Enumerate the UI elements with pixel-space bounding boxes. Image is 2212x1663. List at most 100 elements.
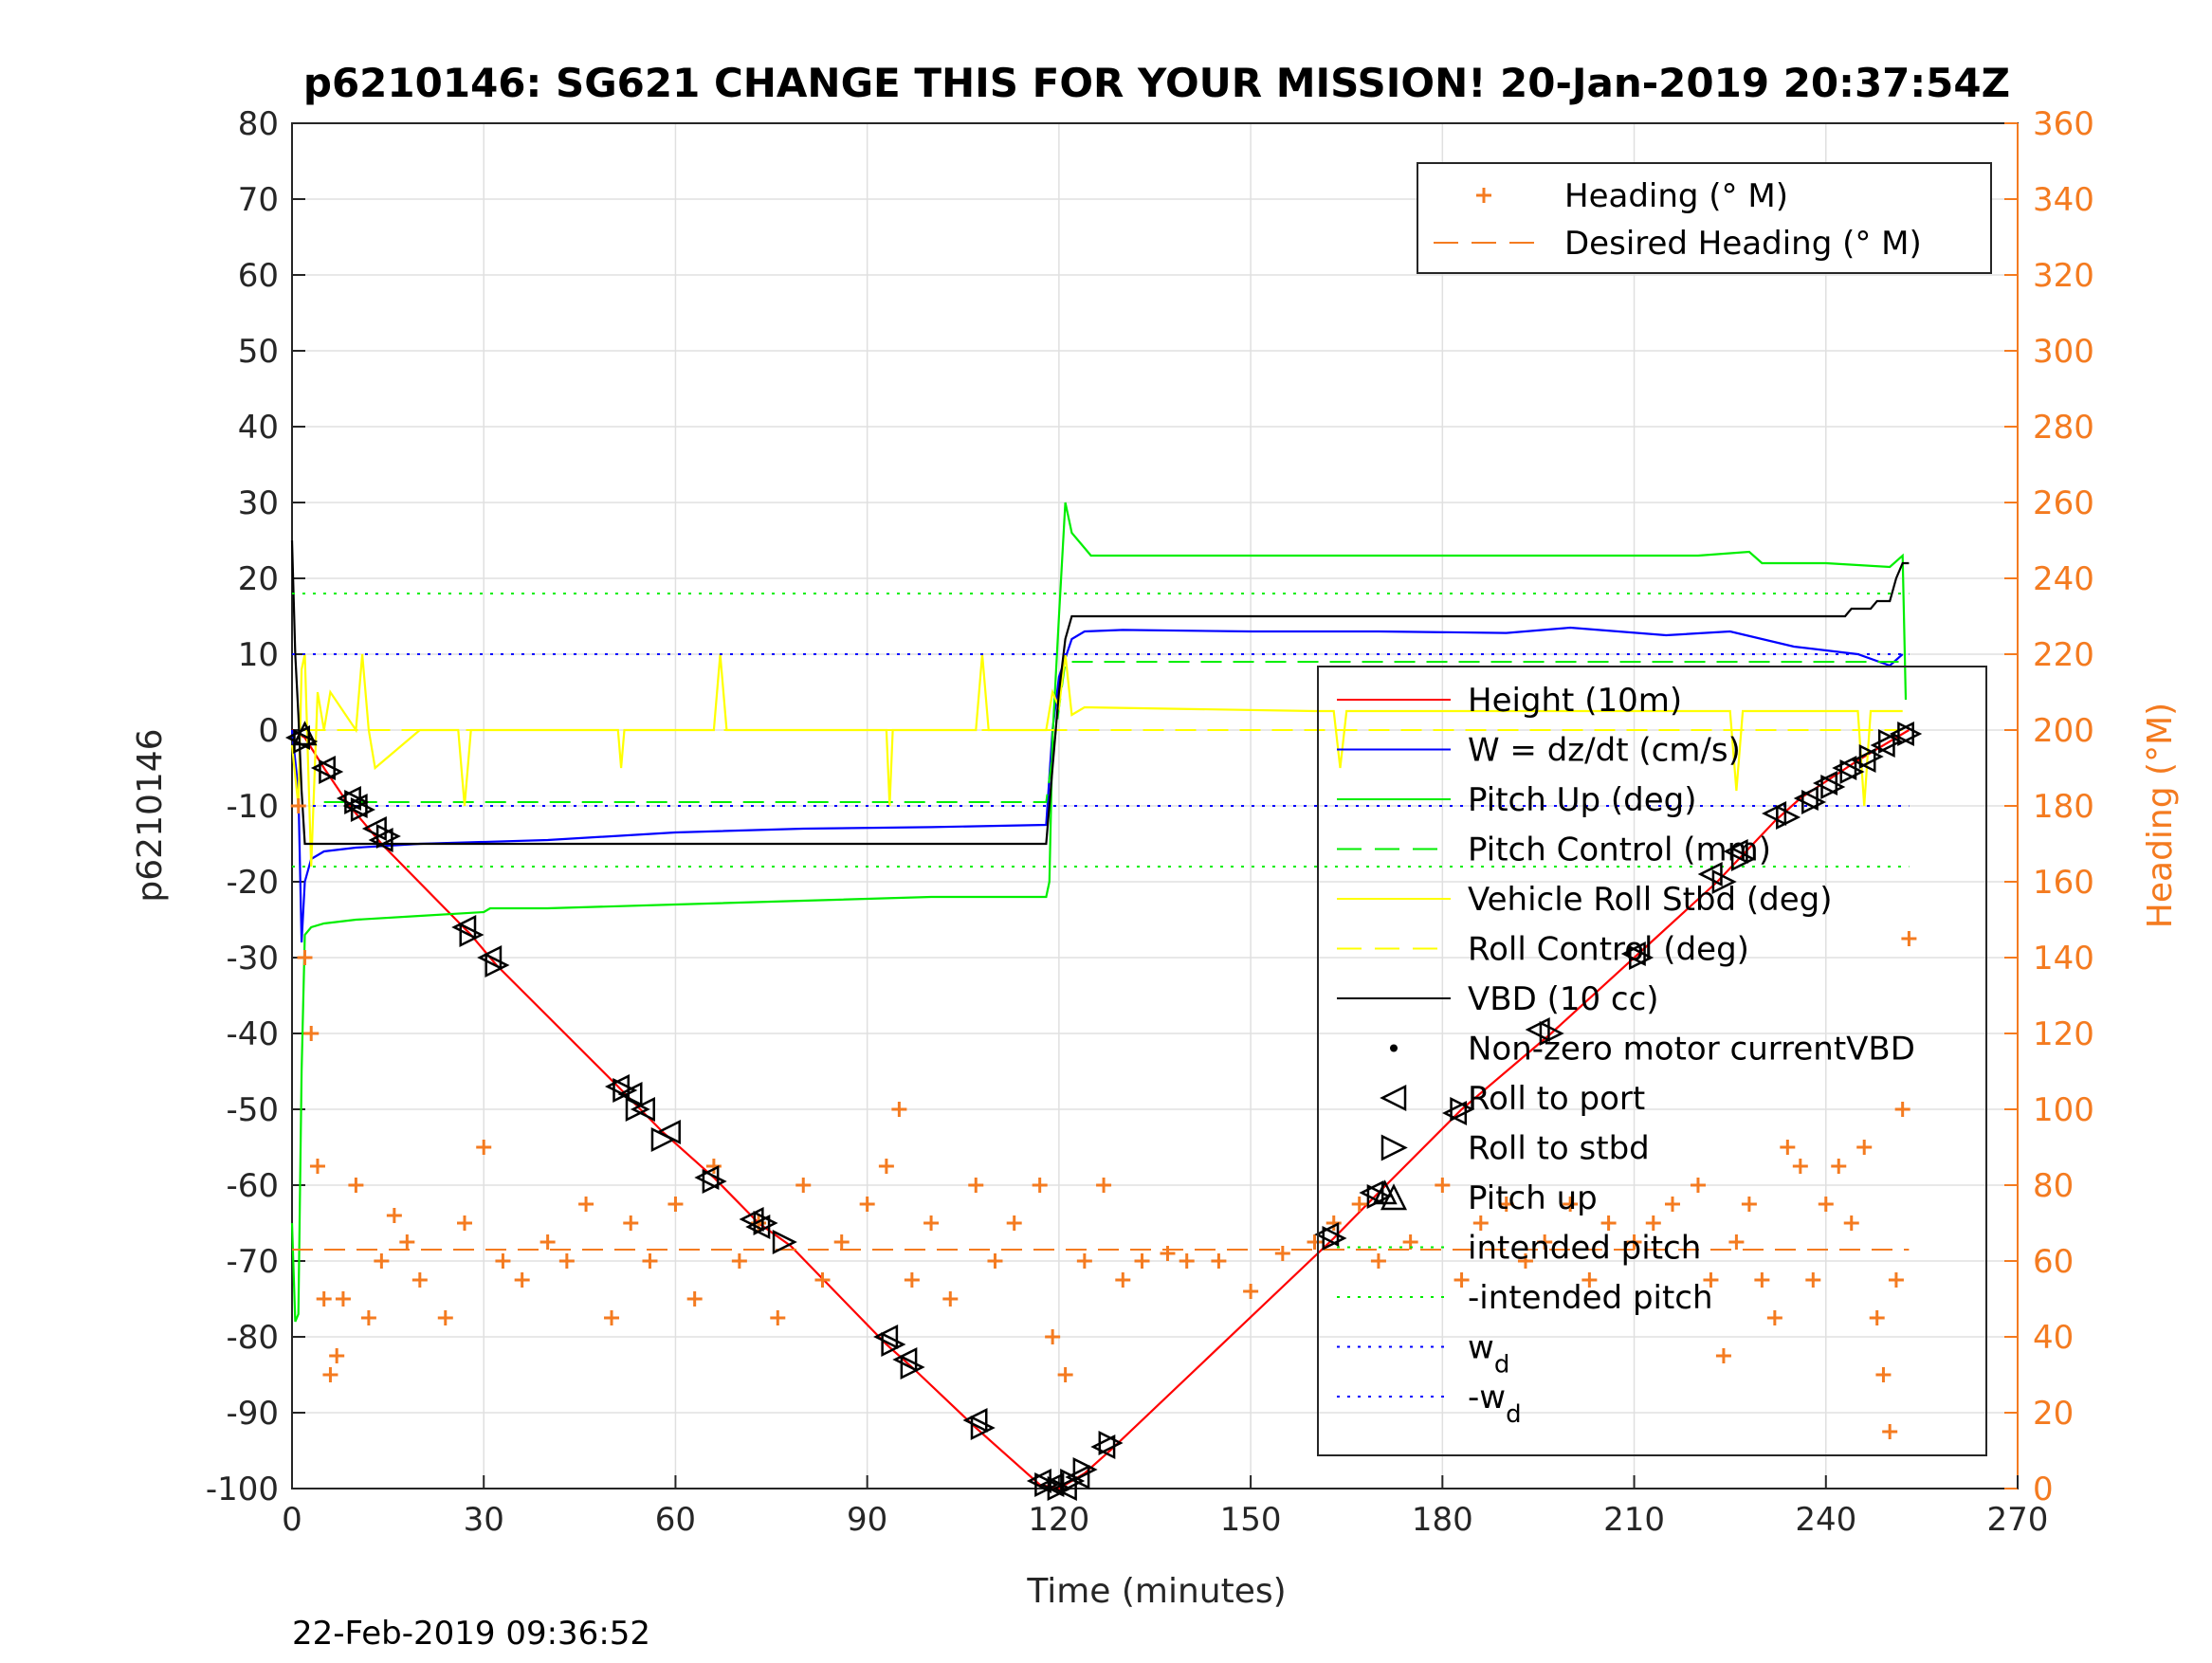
heading-point [1645,1215,1661,1231]
heading-point [1435,1178,1451,1193]
roll-to-stbd-marker [1322,1225,1347,1252]
legend-main-symbol [1380,1183,1408,1211]
roll-to-stbd-marker [293,728,319,755]
x-tick-label: 120 [1028,1501,1089,1539]
y-tick-label: 50 [238,333,279,371]
heading-point [1045,1329,1061,1344]
roll-to-stbd-marker [1776,804,1801,831]
roll-to-stbd-marker [1366,1183,1392,1210]
heading-point [290,798,306,813]
heading-point [1626,1234,1642,1250]
heading-point [878,1159,894,1174]
series-pitch-up-deg [290,502,1908,1323]
roll-to-stbd-marker [1801,789,1827,815]
heading-point [1115,1272,1131,1288]
heading-point [1581,1272,1598,1288]
heading-point [1805,1272,1821,1288]
heading-point [411,1272,428,1288]
legend-heading-symbol [1476,188,1491,203]
roll-to-port-marker [1762,800,1787,827]
y-tick-label: 20 [238,560,279,598]
roll-to-stbd-marker [1839,758,1865,785]
chart-title: p6210146: SG621 CHANGE THIS FOR YOUR MIS… [303,60,2010,106]
roll-to-stbd-marker [1450,1096,1475,1123]
legend-main-label: -intended pitch [1468,1279,1713,1317]
y2-tick-label: 300 [2033,333,2094,371]
roll-to-port-marker [1889,721,1914,747]
roll-to-stbd-marker [350,796,375,823]
heading-point [322,1367,338,1382]
heading-point [495,1253,511,1269]
heading-point [1096,1178,1112,1193]
heading-point [1715,1348,1731,1363]
heading-point [1600,1215,1617,1231]
x-tick-label: 180 [1412,1501,1473,1539]
roll-to-port-marker [1051,1475,1077,1502]
roll-to-port-marker [451,914,477,941]
roll-to-stbd-marker [1629,944,1654,971]
x-tick-label: 270 [1987,1501,2049,1539]
y-tick-label: -90 [226,1395,279,1433]
heading-point [891,1102,907,1117]
legend-heading: Heading (° M) Desired Heading (° M) [1417,162,1992,274]
roll-to-stbd-marker [970,1415,996,1441]
series-vehicle-roll-stbd-deg [290,653,1903,868]
x-tick-label: 210 [1603,1501,1665,1539]
heading-point [833,1234,850,1250]
series-height-10m [291,729,1910,1490]
legend-main-subscript: d [1494,1351,1510,1380]
legend-main-label: Roll Control (deg) [1468,931,1749,969]
roll-to-stbd-marker [484,952,510,978]
heading-point [1517,1253,1533,1269]
y2-tick-label: 200 [2033,712,2094,750]
heading-point [578,1197,594,1212]
heading-point [1351,1197,1367,1212]
y2-tick-label: 220 [2033,636,2094,674]
y-axis-label: p6210146 [131,728,170,902]
roll-to-port-marker [892,1346,918,1373]
heading-point [539,1234,556,1250]
roll-to-stbd-marker [650,1126,676,1153]
y-tick-label: -50 [226,1091,279,1129]
y2-tick-label: 280 [2033,409,2094,447]
y-tick-label: -30 [226,940,279,978]
heading-point [642,1253,658,1269]
series-vbd-10-cc [290,539,1910,846]
heading-point [1370,1253,1386,1269]
y-tick-label: 80 [238,105,279,143]
heading-point [1160,1246,1176,1261]
y-tick-label: 40 [238,409,279,447]
heading-point [1780,1140,1796,1155]
legend-main-label: VBD (10 cc) [1468,980,1659,1018]
heading-point [1754,1272,1770,1288]
roll-to-port-marker [962,1407,988,1434]
roll-to-port-marker [873,1324,899,1350]
roll-to-stbd-marker [1711,868,1737,895]
y2-tick-label: 80 [2033,1167,2074,1205]
roll-to-stbd-marker [1820,774,1846,800]
heading-point [1537,1234,1553,1250]
y2-tick-label: 140 [2033,940,2094,978]
heading-point [1894,1102,1910,1117]
x-tick-label: 90 [847,1501,887,1539]
series-line-w-dz-dt-cm-s [290,626,1904,943]
heading-point [1006,1215,1022,1231]
heading-point [316,1291,332,1307]
roll-to-port-marker [1525,1016,1550,1043]
heading-point [923,1215,940,1231]
x-tick-label: 150 [1220,1501,1282,1539]
legend-main-label: Roll to port [1468,1080,1645,1118]
y-tick-label: -10 [226,788,279,826]
y2-tick-label: 340 [2033,181,2094,219]
heading-point [1875,1367,1892,1382]
legend-main-label: W = dz/dt (cm/s) [1468,732,1741,770]
heading-point [731,1253,747,1269]
heading-point [1856,1140,1873,1155]
y2-axis-label: Heading (°M) [2141,703,2180,928]
x-tick-label: 30 [464,1501,504,1539]
roll-to-stbd-marker [1730,846,1756,872]
roll-to-stbd-marker [702,1168,727,1195]
legend-main-symbol [1380,1084,1407,1112]
legend-main-label: Pitch up [1468,1179,1598,1217]
